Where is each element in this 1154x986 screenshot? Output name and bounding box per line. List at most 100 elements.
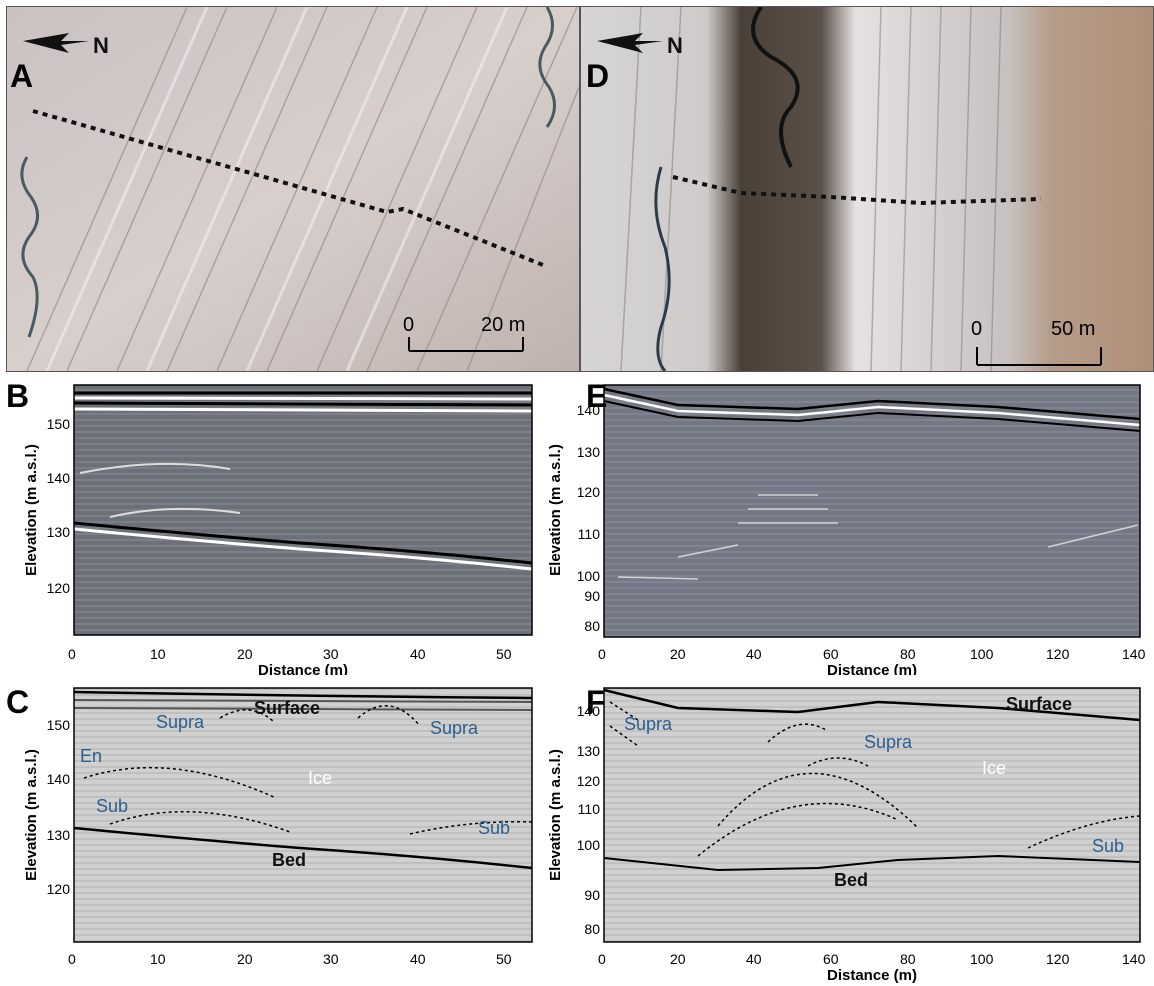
yticks-e: 140 130 120 110 100 90 80 <box>578 402 600 634</box>
label-surface-c: Surface <box>254 698 320 718</box>
svg-text:140: 140 <box>1122 646 1146 662</box>
svg-text:80: 80 <box>900 646 916 662</box>
svg-text:130: 130 <box>578 444 600 460</box>
svg-text:40: 40 <box>746 646 762 662</box>
ylabels-right: Elevation (m a.s.l.) Elevation (m a.s.l.… <box>547 444 564 881</box>
ylabel-b: Elevation (m a.s.l.) <box>23 444 40 576</box>
ylabel-f: Elevation (m a.s.l.) <box>547 749 564 881</box>
svg-text:0: 0 <box>598 646 606 662</box>
panel-letter-d: D <box>586 58 610 94</box>
panel-letter-f: F <box>586 684 606 720</box>
svg-text:60: 60 <box>823 951 839 967</box>
svg-text:80: 80 <box>584 618 600 634</box>
label-supra-c-2: Supra <box>430 718 479 738</box>
svg-text:20: 20 <box>670 646 686 662</box>
svg-text:40: 40 <box>410 646 426 662</box>
label-supra-c-1: Supra <box>156 712 205 732</box>
ylabel-e: Elevation (m a.s.l.) <box>547 444 564 576</box>
xlabel-b: Distance (m) <box>258 662 348 675</box>
panel-letter-c: C <box>6 684 30 720</box>
svg-text:110: 110 <box>578 526 600 542</box>
svg-text:150: 150 <box>47 717 71 733</box>
svg-text:120: 120 <box>47 580 71 596</box>
svg-text:100: 100 <box>578 837 600 853</box>
svg-text:60: 60 <box>823 646 839 662</box>
north-label-d: N <box>667 33 683 58</box>
scale-zero-d: 0 <box>971 318 982 340</box>
svg-text:0: 0 <box>68 951 76 967</box>
label-bed-f: Bed <box>834 870 868 890</box>
svg-text:110: 110 <box>578 801 600 817</box>
label-en-c: En <box>80 746 102 766</box>
svg-text:90: 90 <box>584 588 600 604</box>
panel-letter-b: B <box>6 378 30 414</box>
svg-text:30: 30 <box>323 646 339 662</box>
svg-text:140: 140 <box>1122 951 1146 967</box>
north-label: N <box>93 33 109 58</box>
label-supra-f-1: Supra <box>624 714 673 734</box>
svg-text:0: 0 <box>68 646 76 662</box>
svg-text:40: 40 <box>410 951 426 967</box>
xticks-b: 0 10 20 30 40 50 <box>68 646 512 662</box>
svg-text:90: 90 <box>584 887 600 903</box>
svg-text:80: 80 <box>900 951 916 967</box>
label-ice-f: Ice <box>982 758 1006 778</box>
panel-letter-e: E <box>586 378 608 414</box>
svg-text:140: 140 <box>578 703 600 719</box>
svg-text:120: 120 <box>1046 646 1070 662</box>
svg-text:20: 20 <box>670 951 686 967</box>
svg-text:120: 120 <box>578 484 600 500</box>
label-supra-f-2: Supra <box>864 732 913 752</box>
svg-text:30: 30 <box>323 951 339 967</box>
panel-letter-a: A <box>10 58 34 94</box>
ylabel-c: Elevation (m a.s.l.) <box>23 749 40 881</box>
xticks-f: 0 20 40 60 80 100 120 140 <box>598 951 1146 967</box>
svg-text:40: 40 <box>746 951 762 967</box>
svg-text:10: 10 <box>150 646 166 662</box>
yticks-b: 150 140 130 120 <box>47 416 71 596</box>
scale-end-d: 50 m <box>1051 318 1095 340</box>
svg-text:120: 120 <box>47 881 71 897</box>
svg-text:10: 10 <box>150 951 166 967</box>
svg-text:20: 20 <box>237 951 253 967</box>
yticks-c: 150 140 130 120 <box>47 717 71 897</box>
label-ice-c: Ice <box>308 768 332 788</box>
svg-text:20: 20 <box>237 646 253 662</box>
radargram-c: Surface Supra Supra En Ice Sub Sub Bed 0… <box>23 687 533 967</box>
svg-text:120: 120 <box>578 773 600 789</box>
aerial-photo-d: 0 50 m N <box>580 6 1154 372</box>
north-arrow-icon-d <box>597 33 663 53</box>
label-surface-f: Surface <box>1006 694 1072 714</box>
svg-text:130: 130 <box>47 524 71 540</box>
radargram-b: 0 10 20 30 40 50 150 140 130 120 Distanc… <box>23 384 533 675</box>
aerial-photo-a: 0 20 m N <box>6 6 580 372</box>
label-sub-f: Sub <box>1092 836 1124 856</box>
xlabel-f: Distance (m) <box>827 967 917 984</box>
svg-text:130: 130 <box>47 827 71 843</box>
scale-zero-a: 0 <box>403 314 414 336</box>
xticks-e: 0 20 40 60 80 100 120 140 <box>598 646 1146 662</box>
svg-text:100: 100 <box>578 568 600 584</box>
svg-text:80: 80 <box>584 921 600 937</box>
xlabel-e: Distance (m) <box>827 662 917 675</box>
svg-text:50: 50 <box>496 646 512 662</box>
svg-text:50: 50 <box>496 951 512 967</box>
svg-text:100: 100 <box>970 951 994 967</box>
label-bed-c: Bed <box>272 850 306 870</box>
xticks-c: 0 10 20 30 40 50 <box>68 951 512 967</box>
radargram-e: 0 20 40 60 80 100 120 140 140 130 120 11… <box>578 384 1146 675</box>
svg-text:140: 140 <box>578 402 600 418</box>
svg-text:150: 150 <box>47 416 71 432</box>
svg-text:0: 0 <box>598 951 606 967</box>
svg-text:100: 100 <box>970 646 994 662</box>
label-sub-c-1: Sub <box>96 796 128 816</box>
label-sub-c-2: Sub <box>478 818 510 838</box>
svg-text:130: 130 <box>578 743 600 759</box>
yticks-f: 140 130 120 110 100 90 80 <box>578 703 600 937</box>
north-arrow-icon <box>23 33 89 53</box>
scale-end-a: 20 m <box>481 314 525 336</box>
svg-text:140: 140 <box>47 771 71 787</box>
svg-text:120: 120 <box>1046 951 1070 967</box>
svg-text:140: 140 <box>47 470 71 486</box>
radargram-f: Surface Supra Supra Ice Sub Bed 0 20 40 … <box>578 687 1146 984</box>
